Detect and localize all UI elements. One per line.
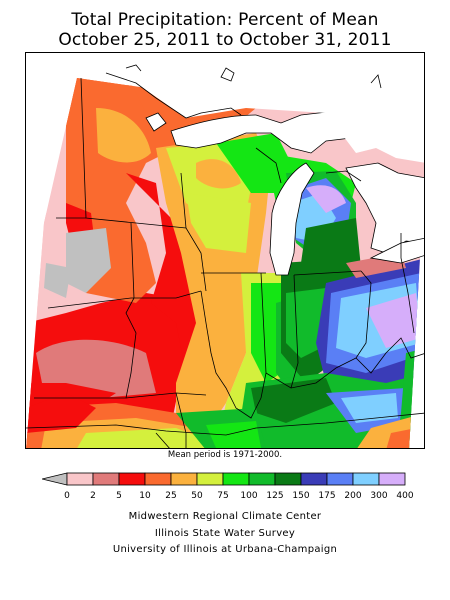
state-border [125,222,137,399]
credit-mrcc: Midwestern Regional Climate Center [128,511,322,522]
legend-label: 125 [266,491,284,501]
legend-label: 50 [191,491,203,501]
legend-swatch [66,472,94,486]
precip-region [251,378,336,423]
state-border [325,170,362,182]
state-border [255,147,282,184]
precip-region [306,185,346,213]
legend-label: 10 [139,491,151,501]
credit-isws: Illinois State Water Survey [154,528,296,539]
state-border [293,270,362,276]
legend-label: 300 [370,491,388,501]
state-border [355,270,372,359]
map-date-range: October 25, 2011 to October 31, 2011 [58,30,392,50]
legend-label: 2 [90,491,96,501]
color-legend: 0 2 5 10 25 50 75 100 125 150 175 200 300 400 [42,472,414,502]
legend-swatch [378,472,406,486]
legend-label: 175 [318,491,336,501]
legend-swatch [326,472,354,486]
state-border [290,274,299,389]
precip-region [66,228,111,293]
mean-period-note: Mean period is 1971-2000. [167,450,283,460]
state-border [180,172,207,292]
precip-region [341,393,398,423]
precip-region [186,193,251,253]
legend-swatch [196,472,224,486]
precipitation-map [25,52,425,449]
shoreline [105,72,242,119]
lake-superior [170,110,377,154]
legend-label: 400 [396,491,414,501]
precip-region [26,393,96,433]
credit-university: University of Illinois at Urbana-Champai… [112,544,338,555]
state-border [80,77,187,229]
state-border [34,392,207,399]
state-border [26,412,424,436]
precip-region [96,108,151,163]
legend-swatch [222,472,250,486]
precip-region [206,421,261,448]
legend-swatch [300,472,328,486]
legend-swatch [144,472,172,486]
map-title: Total Precipitation: Percent of Mean [71,10,379,30]
state-border [155,432,170,448]
precip-region [44,263,71,298]
legend-swatch [92,472,120,486]
precip-region [76,428,216,448]
legend-swatch [248,472,276,486]
legend-swatch [118,472,146,486]
legend-label: 5 [116,491,122,501]
legend-swatch [352,472,380,486]
state-border [47,290,202,309]
shoreline [145,112,167,132]
canada-land [106,53,424,163]
legend-underflow-swatch [42,472,68,486]
lake-erie [369,237,424,264]
legend-swatch [274,472,302,486]
precip-region [366,293,421,348]
legend-label: 200 [344,491,362,501]
legend-label: 75 [217,491,229,501]
state-border [400,233,415,334]
lake-michigan [269,162,315,276]
legend-label: 100 [240,491,258,501]
state-border [175,392,187,448]
legend-label: 25 [165,491,177,501]
shoreline [125,64,382,89]
state-border [265,337,424,389]
precip-region [196,159,241,189]
legend-label: 0 [64,491,70,501]
state-border [200,290,262,419]
legend-label: 150 [292,491,310,501]
legend-swatch [170,472,198,486]
